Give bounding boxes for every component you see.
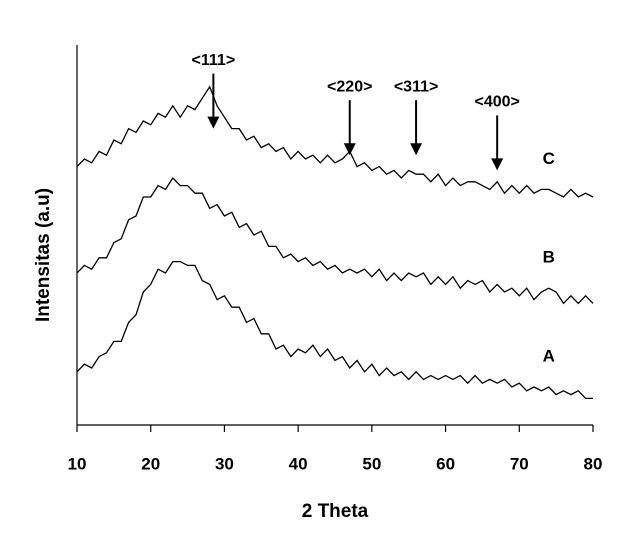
x-tick-label: 60 — [436, 454, 455, 473]
x-tick-label: 70 — [510, 454, 529, 473]
x-tick-label: 10 — [68, 454, 87, 473]
annotation-arrowhead — [410, 143, 423, 156]
x-tick-label: 50 — [362, 454, 381, 473]
y-axis-label: Intensitas (a.u) — [33, 188, 54, 322]
annotation-label: <220> — [327, 78, 372, 95]
series-line — [76, 176, 594, 305]
annotation-arrowhead — [491, 158, 504, 171]
series-label: B — [543, 248, 555, 267]
x-tick-label: 30 — [215, 454, 234, 473]
x-tick-label: 40 — [289, 454, 308, 473]
x-tick-label: 20 — [141, 454, 160, 473]
series-line — [76, 85, 594, 198]
annotation-label: <111> — [192, 52, 236, 69]
annotation-arrowhead — [343, 143, 356, 156]
annotation-label: <400> — [474, 94, 519, 111]
series-line — [76, 260, 593, 400]
annotation-label: <311> — [394, 78, 439, 95]
series-label: A — [543, 346, 555, 365]
series-label: C — [543, 149, 555, 168]
annotation-arrowhead — [207, 116, 220, 129]
x-tick-label: 80 — [584, 454, 603, 473]
x-axis-label: 2 Theta — [302, 501, 369, 522]
